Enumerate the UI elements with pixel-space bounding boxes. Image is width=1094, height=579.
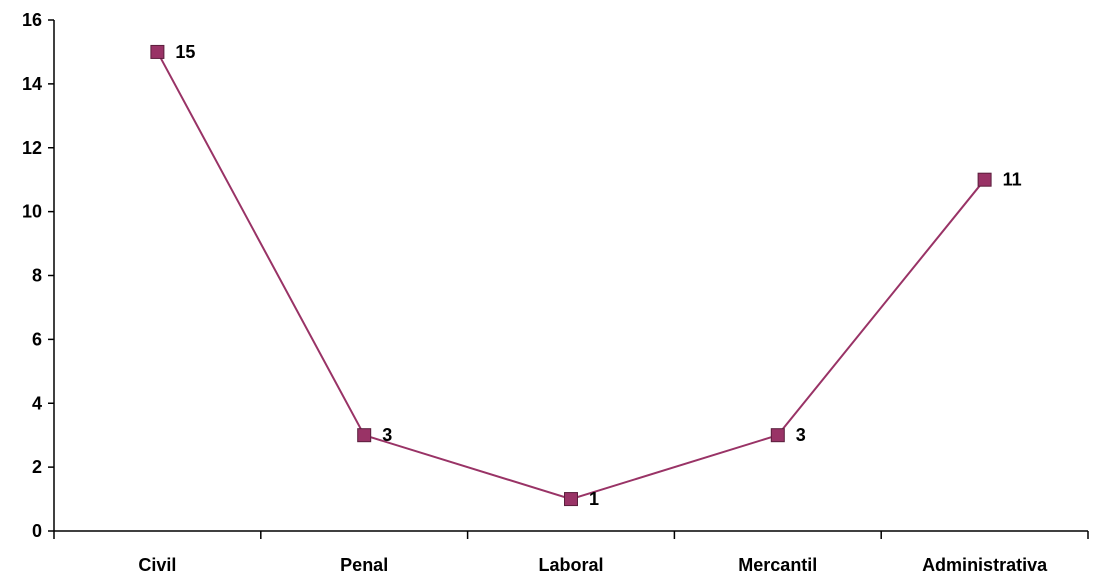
data-label: 1 [589, 489, 599, 509]
y-tick-label: 10 [22, 202, 42, 222]
data-point-marker [150, 44, 165, 59]
y-tick-label: 16 [22, 10, 42, 30]
y-axis: 0 2 4 6 8 10 12 14 16 [22, 10, 55, 541]
data-point-marker [357, 428, 372, 443]
x-axis: Civil Penal Laboral Mercantil Administrativa [53, 530, 1089, 575]
y-tick-label: 2 [32, 457, 42, 477]
y-tick-label: 12 [22, 138, 42, 158]
data-label: 3 [382, 425, 392, 445]
x-tick-label: Civil [138, 555, 176, 575]
data-point-marker [564, 492, 578, 507]
x-tick-label: Laboral [538, 555, 603, 575]
data-label: 3 [796, 425, 806, 445]
x-tick-label: Administrativa [922, 555, 1048, 575]
data-label: 11 [1003, 170, 1022, 190]
data-point-marker [977, 172, 992, 187]
x-tick-label: Mercantil [738, 555, 817, 575]
y-tick-label: 14 [22, 74, 42, 94]
series-line [156, 51, 986, 501]
y-tick-label: 0 [32, 521, 42, 541]
y-tick-label: 6 [32, 329, 42, 349]
x-tick-label: Penal [340, 555, 388, 575]
y-tick-label: 8 [32, 266, 42, 286]
data-point-marker [770, 428, 785, 443]
data-label: 15 [175, 42, 195, 62]
y-tick-label: 4 [32, 393, 42, 413]
series-layer: 15 3 1 3 11 [150, 42, 1022, 509]
